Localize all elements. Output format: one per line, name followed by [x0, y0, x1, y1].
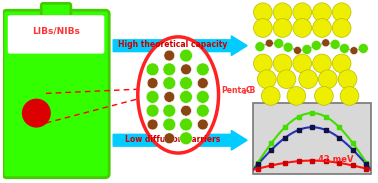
Circle shape: [265, 39, 273, 47]
Circle shape: [277, 70, 296, 89]
Circle shape: [254, 54, 272, 73]
Circle shape: [180, 91, 192, 103]
Circle shape: [314, 87, 333, 105]
Circle shape: [302, 44, 312, 54]
Circle shape: [299, 70, 318, 89]
Circle shape: [180, 118, 192, 131]
Circle shape: [313, 54, 331, 73]
Circle shape: [274, 39, 284, 48]
Circle shape: [180, 49, 192, 62]
Circle shape: [261, 87, 280, 105]
FancyBboxPatch shape: [8, 15, 104, 54]
Circle shape: [254, 19, 272, 37]
Circle shape: [147, 78, 158, 89]
Circle shape: [254, 3, 272, 22]
Circle shape: [146, 104, 159, 117]
Circle shape: [146, 91, 159, 103]
Circle shape: [338, 70, 357, 89]
Circle shape: [273, 3, 292, 22]
Circle shape: [180, 132, 192, 145]
Circle shape: [311, 41, 321, 50]
Circle shape: [146, 63, 159, 76]
Circle shape: [332, 19, 351, 37]
Circle shape: [332, 54, 351, 73]
Circle shape: [273, 19, 292, 37]
FancyArrow shape: [113, 36, 247, 56]
Circle shape: [273, 54, 292, 73]
Circle shape: [197, 91, 209, 103]
Circle shape: [164, 50, 175, 61]
Text: High theoretical capacity: High theoretical capacity: [118, 40, 227, 49]
Circle shape: [164, 92, 175, 102]
Ellipse shape: [138, 37, 218, 153]
Circle shape: [322, 39, 330, 47]
Circle shape: [163, 118, 176, 131]
FancyArrow shape: [113, 130, 247, 150]
Circle shape: [180, 77, 192, 89]
Circle shape: [293, 19, 311, 37]
Circle shape: [164, 133, 175, 144]
Circle shape: [283, 42, 293, 52]
Circle shape: [340, 87, 359, 105]
Text: LIBs/NIBs: LIBs/NIBs: [32, 26, 80, 36]
Circle shape: [339, 44, 349, 53]
Circle shape: [358, 44, 368, 53]
Circle shape: [197, 63, 209, 76]
Text: 42 meV: 42 meV: [318, 155, 353, 164]
Circle shape: [294, 46, 301, 54]
Text: Low diffusion barriers: Low diffusion barriers: [125, 135, 220, 144]
Circle shape: [181, 105, 192, 116]
FancyBboxPatch shape: [253, 103, 371, 174]
Circle shape: [313, 19, 331, 37]
Circle shape: [197, 119, 208, 130]
Text: 2: 2: [243, 90, 246, 96]
Text: C: C: [246, 85, 252, 95]
Circle shape: [197, 78, 208, 89]
Circle shape: [163, 77, 176, 89]
Circle shape: [287, 87, 306, 105]
FancyBboxPatch shape: [41, 3, 71, 17]
Circle shape: [293, 54, 311, 73]
Circle shape: [181, 64, 192, 75]
FancyBboxPatch shape: [3, 10, 109, 178]
Circle shape: [350, 47, 358, 55]
Circle shape: [163, 104, 176, 117]
Circle shape: [330, 40, 340, 49]
Circle shape: [313, 3, 331, 22]
Circle shape: [197, 104, 209, 117]
Circle shape: [319, 70, 337, 89]
Circle shape: [293, 3, 311, 22]
Text: Penta-B: Penta-B: [222, 85, 256, 95]
Circle shape: [257, 70, 276, 89]
Circle shape: [255, 42, 265, 52]
Circle shape: [23, 99, 50, 127]
Circle shape: [332, 3, 351, 22]
Circle shape: [163, 63, 176, 76]
Circle shape: [147, 119, 158, 130]
